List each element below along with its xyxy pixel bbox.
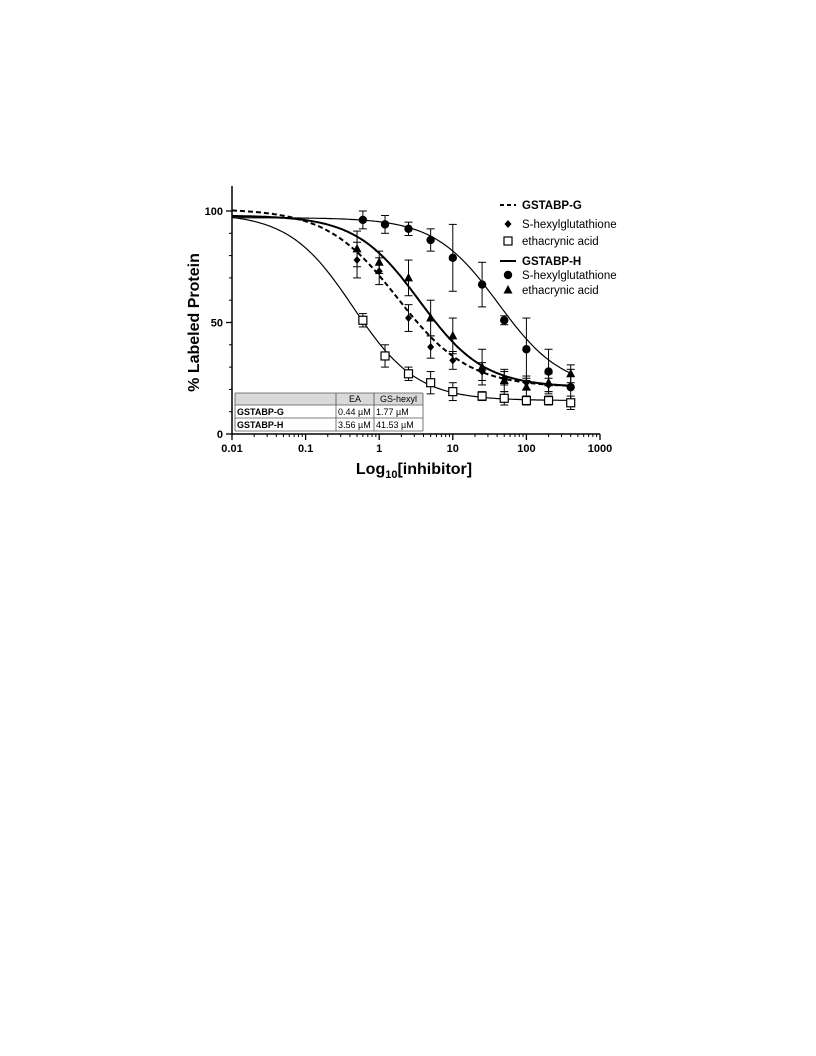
inset-value-cell: 41.53 µM (376, 420, 414, 430)
x-tick-label: 1 (376, 443, 382, 455)
marker-diamond (427, 343, 435, 352)
marker-circle (522, 345, 531, 354)
marker-square-open (403, 369, 414, 379)
marker-triangle (403, 272, 413, 282)
x-axis-title-main: Log (356, 461, 385, 478)
marker-square-open (543, 395, 554, 406)
marker-circle (426, 235, 435, 245)
inset-value-cell: 0.44 µM (338, 407, 371, 417)
marker-circle (500, 316, 509, 325)
x-axis-title: Log10[inhibitor] (356, 461, 472, 481)
marker-circle (404, 224, 413, 234)
legend-group-label: GSTABP-G (522, 200, 582, 212)
y-tick-label: 50 (211, 318, 223, 330)
marker-triangle (352, 243, 362, 253)
inset-header-cell: GS-hexyl (380, 394, 417, 404)
inset-table: EA GS-hexyl GSTABP-G 0.44 µM 1.77 µM GSTABP-H… (234, 392, 424, 432)
marker-square-open (426, 378, 436, 388)
marker-square-open (358, 315, 368, 325)
legend-entry-label: ethacrynic acid (522, 236, 599, 248)
axes: 0 50 100 0.01 0.1 1 10 100 1000 % Labeled Protein… (186, 186, 612, 481)
marker-square-open (448, 387, 458, 397)
marker-circle (448, 253, 457, 263)
marker-square-open (521, 395, 532, 406)
marker-triangle (521, 382, 531, 391)
x-tick-label: 1000 (588, 443, 612, 455)
inset-header-cell: EA (349, 394, 361, 404)
inset-row-label: GSTABP-H (237, 420, 283, 430)
x-tick-label: 0.1 (298, 443, 313, 455)
legend-entry-label: S-hexylglutathione (522, 270, 617, 282)
marker-square-open (380, 351, 390, 361)
fit-curves (231, 209, 571, 401)
marker-circle (566, 382, 575, 392)
fit-curve (232, 217, 571, 374)
marker-square-open (503, 236, 513, 246)
x-axis-title-tail: [inhibitor] (397, 461, 472, 478)
fit-curve (231, 209, 571, 387)
marker-circle (477, 280, 487, 289)
marker-triangle (566, 368, 576, 378)
marker-triangle (544, 377, 554, 387)
y-tick-label: 100 (205, 206, 223, 218)
inset-header-bg (235, 393, 423, 405)
legend-entry-label: ethacrynic acid (522, 285, 599, 297)
inset-value-cell: 3.56 µM (338, 420, 371, 430)
marker-triangle (499, 375, 509, 384)
marker-diamond (404, 314, 412, 323)
x-tick-label: 100 (517, 443, 535, 455)
x-axis-title-subscript: 10 (385, 469, 397, 481)
legend: GSTABP-G S-hexylglutathione ethacrynic aci… (500, 200, 617, 297)
marker-diamond (449, 356, 457, 365)
marker-triangle (374, 257, 384, 266)
legend-entry-label: S-hexylglutathione (522, 219, 617, 231)
marker-triangle (426, 313, 436, 322)
inset-row-label: GSTABP-G (237, 407, 284, 417)
marker-square-open (499, 393, 509, 403)
x-tick-label: 10 (447, 443, 459, 455)
marker-circle (503, 270, 513, 280)
marker-circle (358, 215, 368, 225)
marker-diamond (504, 220, 512, 228)
y-tick-label: 0 (217, 429, 223, 441)
marker-square-open (566, 398, 576, 408)
marker-triangle (448, 330, 458, 340)
data-markers (352, 215, 576, 408)
marker-circle (380, 220, 390, 229)
fit-curve (231, 216, 571, 401)
legend-group-label: GSTABP-H (522, 256, 581, 268)
inset-value-cell: 1.77 µM (376, 407, 409, 417)
y-axis-title: % Labeled Protein (186, 253, 203, 392)
marker-circle (544, 367, 553, 376)
marker-diamond (353, 256, 361, 265)
fit-curve (231, 214, 571, 387)
marker-diamond (375, 267, 383, 276)
marker-triangle (477, 362, 487, 371)
marker-triangle (503, 285, 513, 294)
marker-square-open (477, 391, 487, 401)
x-tick-label: 0.01 (221, 443, 242, 455)
